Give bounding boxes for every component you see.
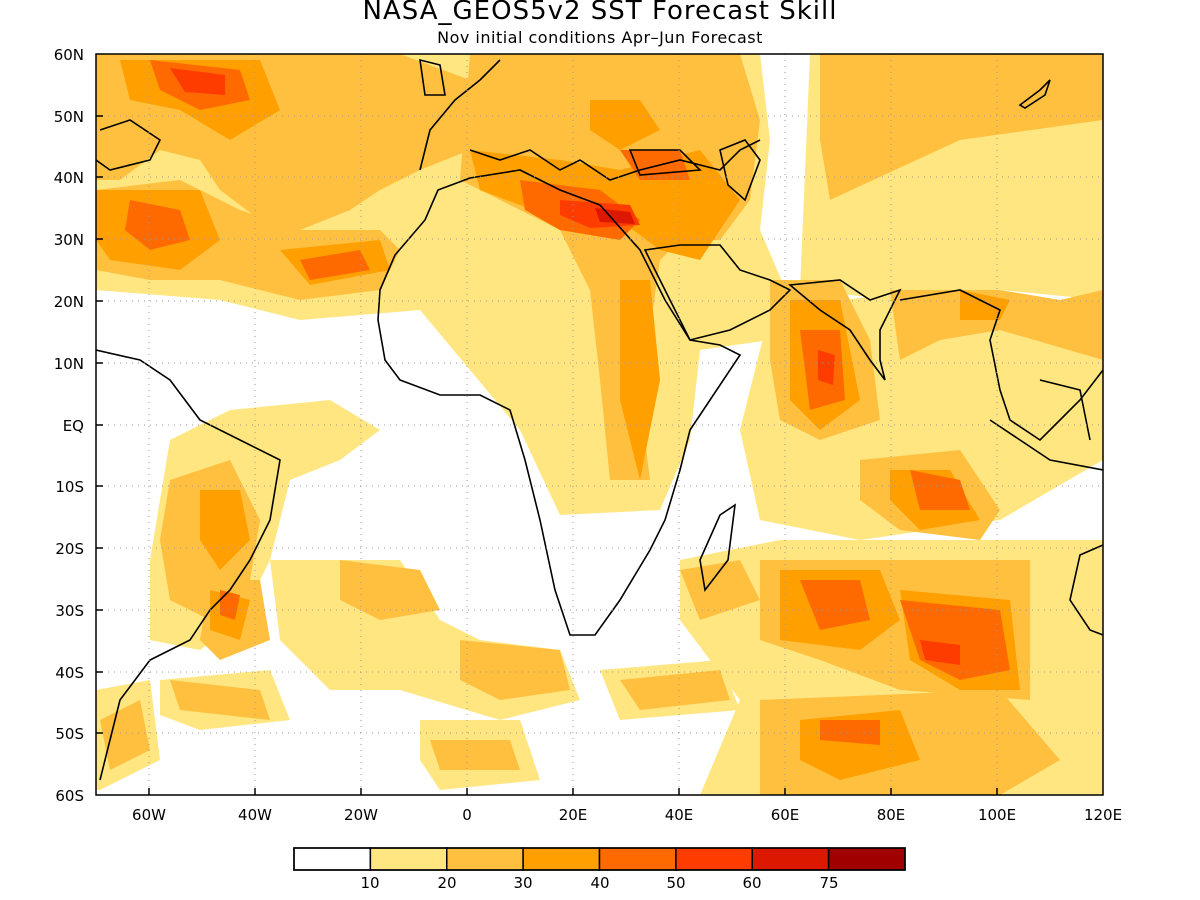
colorbar-swatch — [522, 847, 601, 871]
colorbar-swatch — [446, 847, 524, 871]
southeast-asia-coastline — [899, 289, 1103, 442]
x-axis-labels: 60W 40W 20W 0 20E 40E 60E 80E 100E 120E — [132, 806, 1122, 824]
colorbar-swatch — [293, 847, 372, 871]
y-tick-label: 10N — [54, 355, 84, 373]
australia-coastline — [1069, 544, 1103, 636]
colorbar-label: 60 — [742, 874, 761, 892]
colorbar-swatches — [293, 847, 906, 871]
europe-coastline — [419, 59, 761, 181]
y-tick-label: 10S — [55, 478, 84, 496]
colorbar-label: 50 — [666, 874, 685, 892]
skill-field — [96, 54, 1103, 795]
coastlines — [96, 58, 1103, 781]
y-tick-label: 40N — [54, 169, 84, 187]
x-tick-label: 0 — [462, 806, 472, 824]
arabia-coastline — [643, 244, 792, 341]
y-tick-label: 40S — [55, 664, 84, 682]
south-america-coastline — [96, 349, 281, 781]
chart-title: NASA_GEOS5v2 SST Forecast Skill — [362, 0, 838, 26]
india-coastline — [788, 279, 902, 381]
x-tick-label: 40E — [665, 806, 694, 824]
y-tick-label: 20N — [54, 293, 84, 311]
colorbar-label: 30 — [513, 874, 532, 892]
y-tick-label: EQ — [63, 417, 84, 435]
x-tick-label: 40W — [238, 806, 272, 824]
x-tick-label: 120E — [1084, 806, 1122, 824]
colorbar-swatch — [751, 847, 830, 871]
x-tick-label: 100E — [978, 806, 1016, 824]
colorbar: 10 20 30 40 50 60 75 — [293, 847, 906, 892]
x-tick-label: 60E — [771, 806, 800, 824]
skill-level-60-75 — [595, 208, 635, 224]
africa-coastline — [377, 169, 742, 636]
colorbar-label: 10 — [360, 874, 379, 892]
uk-coastline — [419, 58, 446, 96]
colorbar-swatch — [827, 847, 906, 871]
colorbar-swatch — [369, 847, 448, 871]
north-america-coastline — [96, 119, 162, 171]
indonesia-coastline — [989, 379, 1103, 471]
madagascar-coastline — [699, 503, 737, 592]
colorbar-label: 20 — [437, 874, 456, 892]
colorbar-frame — [293, 847, 906, 871]
y-tick-label: 20S — [55, 540, 84, 558]
caspian-coastline — [719, 139, 761, 202]
x-tick-label: 20W — [344, 806, 378, 824]
x-tick-label: 80E — [877, 806, 906, 824]
japan-coastline — [1018, 79, 1051, 109]
colorbar-label: 75 — [819, 874, 838, 892]
axis-ticks — [96, 115, 998, 795]
y-tick-label: 60N — [54, 46, 84, 64]
y-axis-labels: 60N 50N 40N 30N 20N 10N EQ 10S 20S 30S 4… — [54, 46, 84, 805]
chart-subtitle: Nov initial conditions Apr–Jun Forecast — [437, 28, 763, 47]
y-tick-label: 60S — [55, 787, 84, 805]
y-tick-label: 50S — [55, 725, 84, 743]
x-tick-label: 60W — [132, 806, 166, 824]
skill-level-50-60 — [170, 68, 960, 665]
colorbar-swatch — [675, 847, 753, 871]
x-tick-label: 20E — [559, 806, 588, 824]
colorbar-label: 40 — [590, 874, 609, 892]
colorbar-swatch — [598, 847, 677, 871]
y-tick-label: 30S — [55, 602, 84, 620]
y-tick-label: 30N — [54, 231, 84, 249]
y-tick-label: 50N — [54, 108, 84, 126]
